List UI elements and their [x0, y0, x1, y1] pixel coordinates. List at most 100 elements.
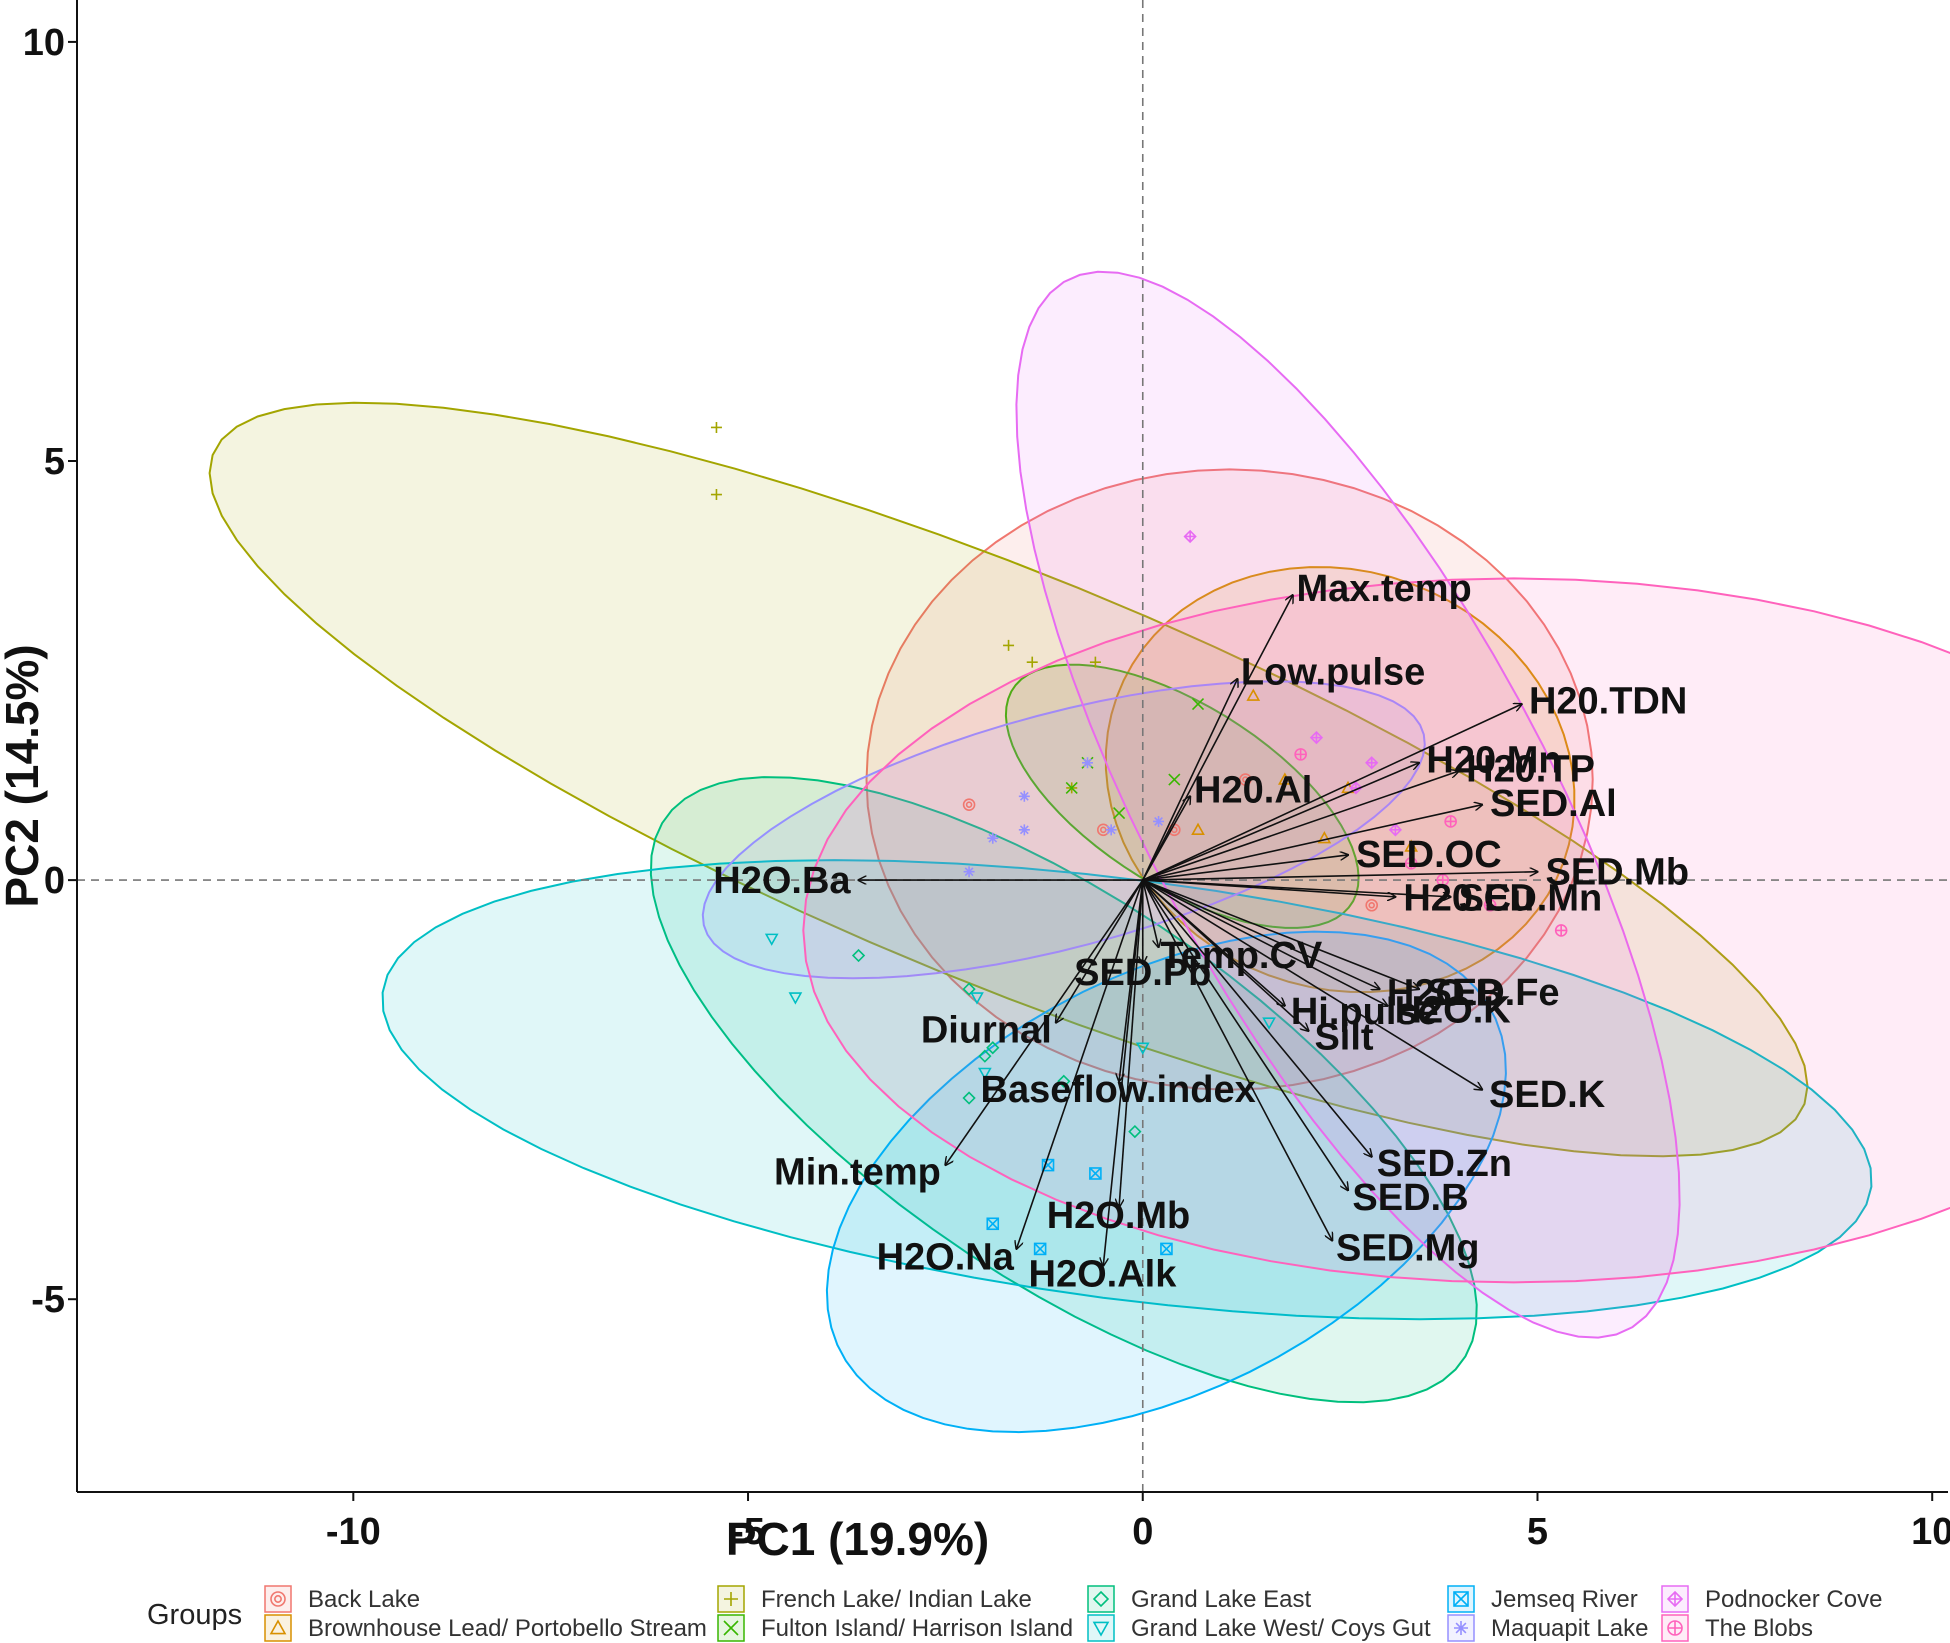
legend-marker-grand-lake-west-coys-gut: [1092, 1621, 1110, 1637]
point-podnocker-cove-0: [1183, 529, 1197, 544]
vector-label-h2o-alk: H2O.Alk: [1029, 1254, 1178, 1296]
point-the-blobs-3: [1554, 924, 1568, 937]
legend-marker-podnocker-cove: [1666, 1590, 1684, 1608]
point-back-lake-2: [1365, 898, 1379, 912]
point-grand-lake-east-4: [1128, 1124, 1142, 1139]
point-fulton-island-harrison-island-4: [1065, 781, 1078, 794]
point-back-lake-0: [962, 798, 976, 811]
point-the-blobs-0: [1294, 748, 1307, 761]
vector-h20-mn: [1142, 763, 1419, 881]
axes: -10 -5 0 5 10 -5 0 5 10: [23, 0, 1950, 1553]
point-french-lake-indian-lake-2: [1026, 656, 1038, 668]
vector-diurnal: [1056, 879, 1144, 1022]
point-grand-lake-east-5: [1057, 1074, 1071, 1088]
vector-h2o-k: [1142, 879, 1388, 1006]
legend-key-grand-lake-west-coys-gut: [1087, 1614, 1115, 1642]
vector-label-diurnal: Diurnal: [921, 1009, 1052, 1051]
ellipse-the-blobs: [802, 577, 1950, 1284]
point-grand-lake-east-3: [962, 1091, 976, 1105]
legend-marker-french-lake-indian-lake: [724, 1592, 738, 1606]
point-fulton-island-harrison-island-1: [1113, 806, 1126, 820]
vector-label-h20-al: H20.Al: [1194, 769, 1312, 811]
x-tick-label-3: 5: [1527, 1511, 1548, 1553]
vector-label-sed-fe: SED.Fe: [1427, 972, 1560, 1014]
legend-marker-back-lake: [270, 1591, 286, 1607]
vector-label-sed-pb: SED.Pb: [1074, 952, 1211, 994]
point-maquapit-lake-2: [987, 832, 999, 844]
point-maquapit-lake-4: [1105, 824, 1117, 836]
point-brownhouse-lead-portobello-stream-2: [1191, 822, 1205, 836]
vector-h20-tdn: [1142, 704, 1522, 881]
point-the-blobs-4: [1404, 857, 1418, 870]
point-brownhouse-lead-portobello-stream-0: [1278, 772, 1292, 785]
legend-key-the-blobs: [1661, 1614, 1689, 1642]
vector-label-h20-tdn: H20.TDN: [1529, 681, 1687, 723]
vector-h20-cu: [1142, 879, 1396, 897]
legend-label-grand-lake-east: Grand Lake East: [1131, 1586, 1311, 1613]
vector-sed-al: [1142, 805, 1482, 881]
ellipse-podnocker-cove: [1015, 270, 1681, 1339]
point-french-lake-indian-lake-3: [1089, 656, 1101, 668]
y-tick-label-2: 5: [44, 441, 65, 483]
vector-sed-fe: [1142, 879, 1419, 989]
vector-label-sed-oc: SED.OC: [1356, 834, 1502, 876]
vector-label-sed-k: SED.K: [1489, 1074, 1606, 1116]
legend-label-french-lake-indian-lake: French Lake/ Indian Lake: [761, 1586, 1032, 1613]
point-french-lake-indian-lake-0: [710, 421, 722, 433]
vector-h2o-alk: [1103, 880, 1144, 1266]
point-french-lake-indian-lake-1: [710, 489, 722, 501]
point-back-lake-3: [1239, 773, 1252, 786]
vector-label-sed-zn: SED.Zn: [1377, 1143, 1512, 1185]
data-points: [710, 421, 1568, 1256]
legend-marker-jemseq-river: [1453, 1591, 1469, 1607]
point-brownhouse-lead-portobello-stream-3: [1246, 688, 1261, 701]
point-maquapit-lake-5: [1153, 815, 1165, 827]
x-tick-label-1: -5: [731, 1511, 765, 1553]
point-the-blobs-5: [1483, 898, 1497, 912]
point-podnocker-cove-1: [1309, 730, 1324, 745]
legend-label-jemseq-river: Jemseq River: [1491, 1586, 1638, 1613]
reference-lines: [77, 0, 1948, 1492]
legend-key-brownhouse-lead-portobello-stream: [264, 1614, 292, 1642]
x-tick-label-2: 0: [1132, 1511, 1153, 1553]
vector-sed-mb: [1142, 872, 1538, 881]
loading-vectors: Max.tempLow.pulseH20.TDNH20.MnH20.TPSED.…: [713, 568, 1689, 1296]
point-grand-lake-west-coys-gut-0: [764, 933, 779, 946]
vector-label-max-temp: Max.temp: [1296, 568, 1471, 610]
legend-label-fulton-island-harrison-island: Fulton Island/ Harrison Island: [761, 1615, 1073, 1642]
vector-h2o-na: [1016, 879, 1144, 1249]
x-tick-label-0: -10: [326, 1511, 381, 1553]
vector-h20-al: [1142, 796, 1190, 881]
point-brownhouse-lead-portobello-stream-1: [1317, 831, 1332, 844]
ellipse-back-lake: [865, 468, 1594, 1091]
vector-label-baseflow-index: Baseflow.index: [981, 1069, 1256, 1111]
point-french-lake-indian-lake-5: [1003, 639, 1015, 651]
vector-label-h20-cu: H20.Cu: [1403, 877, 1534, 919]
point-maquapit-lake-3: [1018, 790, 1030, 802]
legend-marker-maquapit-lake: [1454, 1621, 1468, 1635]
point-maquapit-lake-0: [1018, 824, 1030, 836]
vector-label-min-temp: Min.temp: [774, 1152, 941, 1194]
point-jemseq-river-4: [1160, 1242, 1173, 1256]
vector-label-h2o-b: H2O.B: [1387, 972, 1503, 1014]
ellipse-jemseq-river: [825, 930, 1507, 1434]
legend-key-back-lake: [264, 1585, 292, 1613]
vector-min-temp: [945, 879, 1144, 1165]
point-grand-lake-east-1: [962, 982, 976, 996]
point-grand-lake-east-6: [986, 1041, 1000, 1055]
vector-label-silt: Silt: [1314, 1016, 1373, 1058]
ellipse-french-lake-indian-lake: [208, 401, 1809, 1158]
vector-label-sed-mb: SED.Mb: [1545, 852, 1689, 894]
point-jemseq-river-3: [1033, 1242, 1047, 1256]
vector-h2o-b: [1142, 879, 1380, 989]
point-fulton-island-harrison-island-3: [1191, 698, 1205, 711]
vector-sed-zn: [1142, 879, 1372, 1157]
legend-label-back-lake: Back Lake: [308, 1586, 420, 1613]
point-grand-lake-east-2: [978, 1049, 992, 1063]
x-axis-title: PC1 (19.9%): [726, 1513, 989, 1565]
vector-label-h20-tp: H20.TP: [1466, 749, 1595, 791]
vector-label-h2o-k: H2O.K: [1395, 989, 1512, 1031]
point-grand-lake-east-0: [851, 948, 866, 963]
legend-label-podnocker-cove: Podnocker Cove: [1705, 1586, 1882, 1613]
